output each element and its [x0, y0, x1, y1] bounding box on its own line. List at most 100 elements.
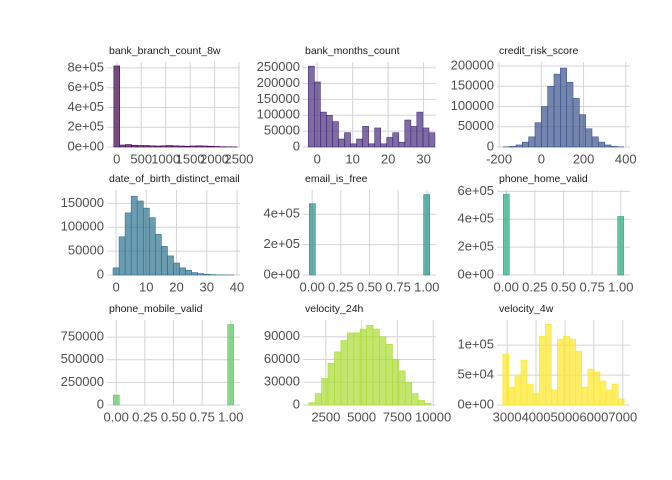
histogram-bar	[503, 193, 510, 276]
histogram-bar	[353, 332, 361, 406]
histogram-bar	[149, 217, 156, 276]
histogram-bar	[379, 336, 387, 406]
x-tick-label: 10	[139, 279, 153, 294]
y-tick-label: 750000	[61, 329, 104, 344]
histogram-bar	[113, 394, 120, 406]
facet-title: velocity_4w	[499, 303, 554, 315]
histogram-bar	[547, 85, 555, 148]
x-tick-label: 500	[130, 151, 152, 166]
histogram-bar	[314, 81, 321, 148]
x-tick-label: 7000	[608, 409, 637, 424]
x-tick-label: 0.00	[104, 409, 129, 424]
x-tick-label: 7500	[383, 409, 412, 424]
histogram-bar	[563, 335, 570, 406]
x-tick-label: 30	[416, 151, 430, 166]
histogram-bar	[321, 378, 329, 406]
y-tick-label: 200000	[451, 57, 494, 72]
y-tick-label: 100000	[257, 107, 300, 122]
histogram-bar	[428, 132, 436, 148]
y-tick-label: 50000	[264, 123, 300, 138]
histogram-bar	[130, 195, 138, 276]
x-tick-label: 4000	[522, 409, 551, 424]
histogram-bar	[599, 380, 607, 406]
x-tick-label: 20	[169, 279, 183, 294]
y-tick-label: 4e+05	[67, 99, 104, 114]
histogram-bar	[423, 194, 430, 276]
histogram-bar	[544, 323, 552, 406]
x-tick-label: 0.50	[357, 279, 382, 294]
histogram-bar	[404, 119, 412, 148]
x-tick-label: 1000	[151, 151, 180, 166]
x-tick-label: 0	[538, 151, 545, 166]
facet-title: credit_risk_score	[499, 45, 579, 57]
histogram-bar	[385, 343, 393, 406]
histogram-bar	[137, 145, 144, 148]
histogram-bar	[195, 145, 203, 148]
facet-title: bank_months_count	[305, 45, 400, 57]
histogram-bar	[332, 121, 339, 148]
x-tick-label: 40	[230, 279, 244, 294]
x-tick-label: 1.00	[608, 279, 633, 294]
histogram-bar	[118, 236, 126, 276]
y-tick-label: 50000	[458, 118, 494, 133]
facet-title: phone_home_valid	[499, 173, 588, 185]
histogram-bar	[392, 359, 400, 406]
histogram-bar	[178, 145, 185, 148]
y-tick-label: 8e+05	[67, 59, 104, 74]
histogram-bar	[366, 325, 374, 406]
x-tick-label: 200	[573, 151, 595, 166]
x-tick-label: 0	[112, 279, 119, 294]
histogram-bar	[610, 146, 618, 148]
x-tick-label: 30	[200, 279, 214, 294]
x-tick-label: 0.50	[551, 279, 576, 294]
histogram-bar	[154, 145, 162, 148]
x-tick-label: 1.00	[218, 409, 243, 424]
y-tick-label: 50000	[68, 243, 104, 258]
histogram-bar	[380, 143, 388, 148]
histogram-bar	[411, 393, 419, 406]
histogram-bar	[617, 398, 625, 406]
histogram-bar	[112, 267, 120, 276]
histogram-bar	[534, 122, 542, 148]
x-tick-label: 3000	[493, 409, 522, 424]
histogram-bar	[532, 392, 540, 406]
x-tick-label: 0.00	[300, 279, 325, 294]
histogram-bar	[172, 145, 179, 148]
y-tick-label: 250000	[257, 59, 300, 74]
y-tick-label: 0	[293, 396, 300, 411]
y-tick-label: 0	[487, 138, 494, 153]
histogram-bar	[528, 136, 536, 148]
y-tick-label: 250000	[61, 374, 104, 389]
x-tick-label: 0.75	[580, 279, 605, 294]
x-tick-label: 2500	[311, 409, 340, 424]
y-tick-label: 0	[97, 396, 104, 411]
y-tick-label: 100000	[61, 219, 104, 234]
y-tick-label: 30000	[264, 374, 300, 389]
y-tick-label: 2e+05	[263, 236, 300, 251]
facet-title: bank_branch_count_8w	[109, 45, 221, 57]
y-tick-label: 500000	[61, 351, 104, 366]
histogram-bar	[350, 143, 357, 148]
histogram-bar	[416, 111, 424, 148]
histogram-bar	[598, 141, 605, 148]
histogram-bar	[160, 145, 167, 148]
histogram-bar	[572, 98, 580, 148]
histogram-bar	[142, 145, 150, 148]
histogram-bar	[374, 127, 381, 148]
x-tick-label: 2000	[200, 151, 229, 166]
histogram-bar	[591, 136, 599, 148]
y-tick-label: 0	[293, 138, 300, 153]
histogram-bar	[136, 200, 144, 276]
histogram-bar	[593, 371, 601, 406]
facet-title: email_is_free	[305, 173, 368, 185]
histogram-bar	[125, 144, 132, 148]
y-tick-label: 0e+00	[263, 266, 300, 281]
x-tick-label: 0	[113, 151, 120, 166]
histogram-bar	[338, 138, 345, 148]
histogram-bar	[404, 381, 412, 406]
histogram-bar	[173, 262, 180, 276]
histogram-bar	[326, 114, 333, 148]
x-tick-label: 0.00	[494, 279, 519, 294]
histogram-bar	[368, 143, 375, 148]
